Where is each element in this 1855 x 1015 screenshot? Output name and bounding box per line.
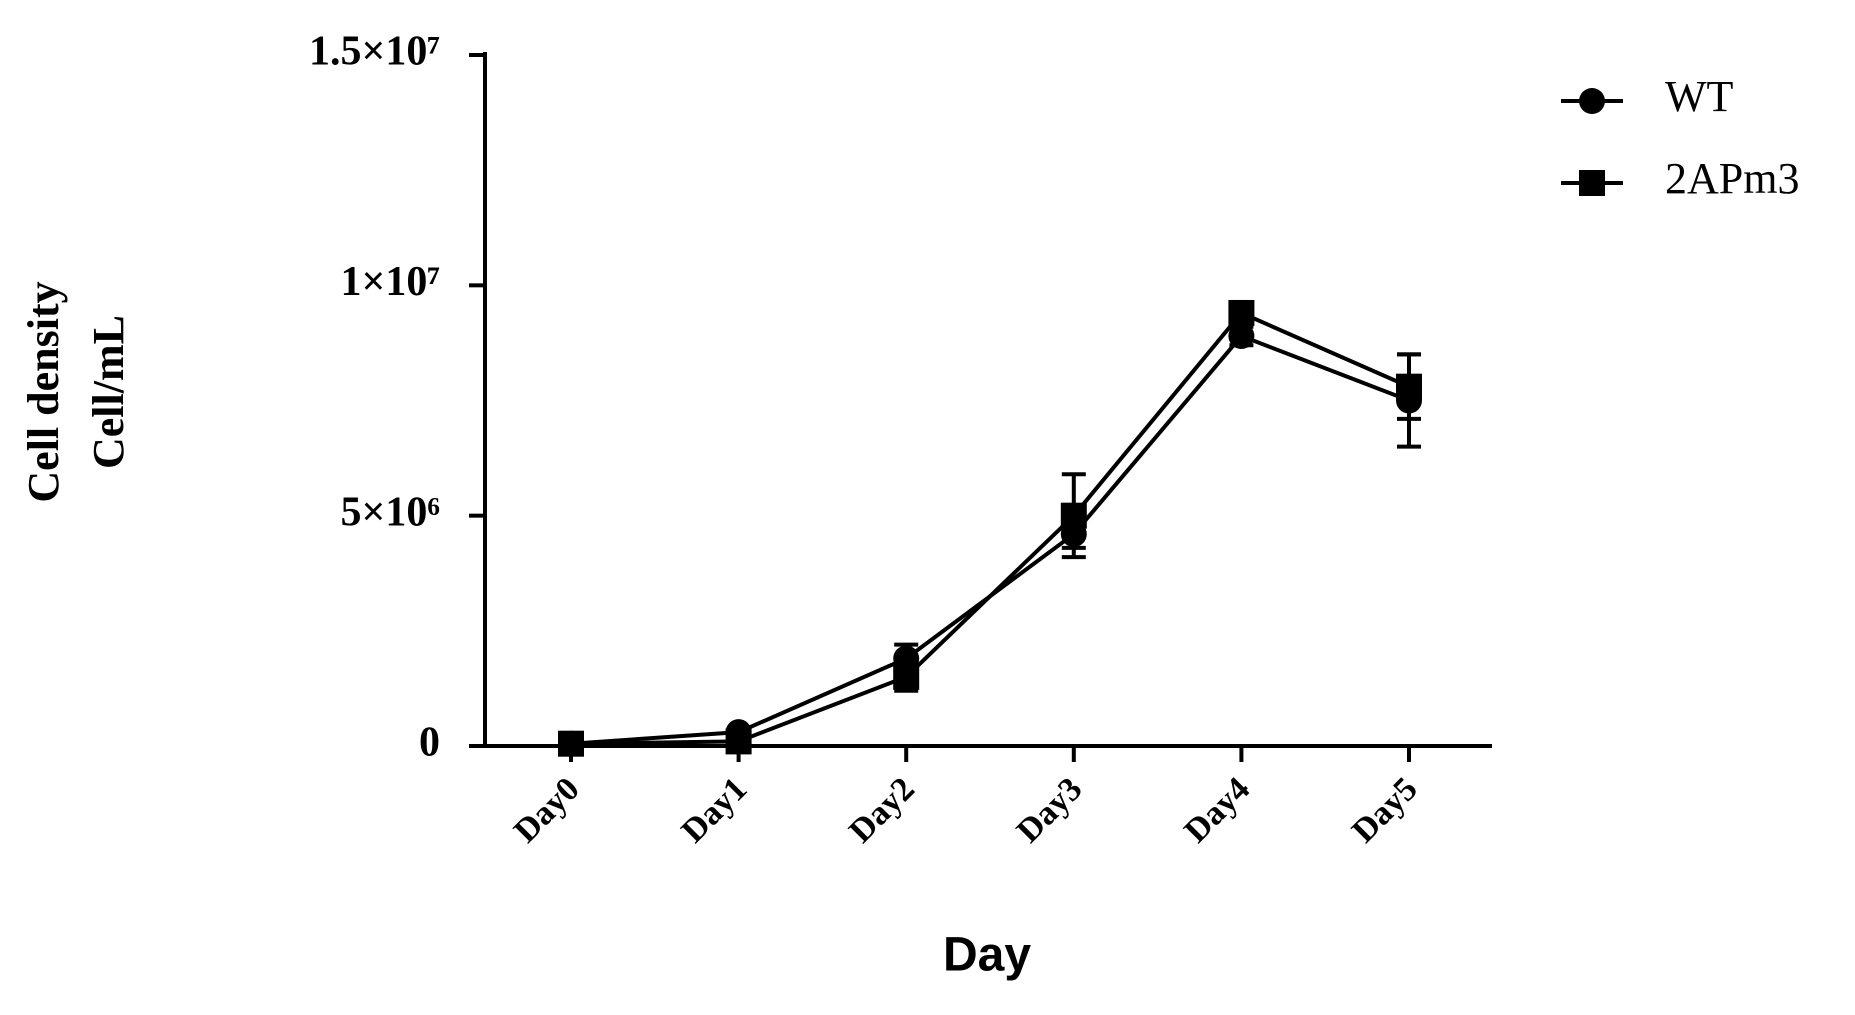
- series-line: [570, 333, 1410, 746]
- y-tick-label: 1×10⁷: [340, 259, 440, 305]
- data-point: [558, 730, 584, 757]
- x-tick-label: Day3: [1010, 770, 1090, 850]
- legend-marker: [1579, 170, 1605, 196]
- legend-label: 2APm3: [1665, 154, 1799, 203]
- x-axis-title: Day: [943, 929, 1031, 982]
- y-tick-label: 1.5×10⁷: [309, 29, 440, 75]
- y-axis-title: Cell/mL: [84, 315, 133, 469]
- x-tick-label: Day4: [1177, 770, 1257, 850]
- y-tick-label: 0: [419, 720, 440, 766]
- data-point: [1228, 323, 1255, 350]
- y-tick-label: 5×10⁶: [340, 489, 440, 535]
- legend-label: WT: [1665, 72, 1734, 121]
- data-point: [1228, 299, 1255, 326]
- data-point: [893, 663, 920, 690]
- data-point: [1396, 373, 1422, 400]
- x-tick-label: Day0: [507, 770, 587, 850]
- legend-marker: [1579, 88, 1605, 114]
- y-axis-title: Cell density: [19, 281, 68, 502]
- data-point: [1060, 502, 1087, 529]
- series-line: [570, 310, 1410, 746]
- data-point: [725, 728, 752, 755]
- x-tick-label: Day5: [1345, 770, 1425, 850]
- x-tick-label: Day2: [842, 770, 922, 850]
- x-tick-label: Day1: [675, 770, 755, 850]
